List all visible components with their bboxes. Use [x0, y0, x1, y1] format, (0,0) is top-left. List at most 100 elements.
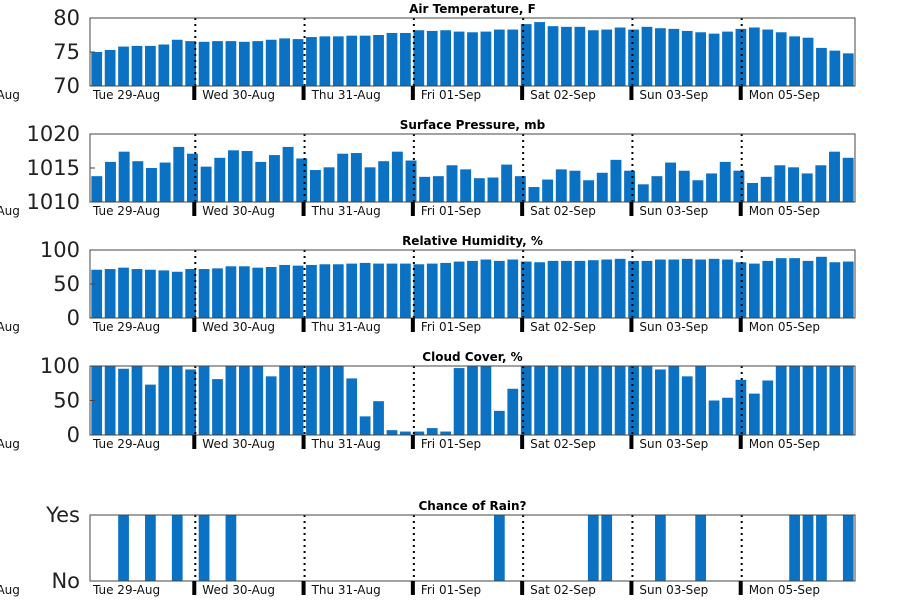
data-bar: [587, 366, 599, 435]
data-bar: [460, 169, 472, 202]
data-bar: [665, 162, 677, 202]
data-bar: [279, 366, 290, 435]
data-bar: [296, 158, 308, 202]
x-tick-label: Wed 30-Aug: [202, 583, 275, 597]
data-bar: [413, 264, 425, 318]
x-tick-label: Wed 30-Aug: [202, 437, 275, 451]
data-bar: [542, 179, 554, 202]
data-bar: [789, 366, 800, 435]
data-bar: [829, 262, 841, 318]
data-bar: [359, 416, 371, 435]
data-bar: [292, 366, 304, 435]
data-bar: [91, 269, 103, 318]
data-bar: [722, 31, 733, 87]
data-bar: [775, 258, 787, 318]
data-bar: [735, 28, 747, 87]
y-tick-label: 1020: [27, 122, 80, 146]
data-bar: [528, 187, 540, 202]
data-bar: [373, 263, 384, 318]
data-bar: [708, 400, 720, 435]
data-bar: [722, 259, 733, 318]
x-tick-label: Tue 29-Aug: [92, 437, 160, 451]
data-bar: [574, 366, 586, 435]
data-bar: [816, 366, 827, 435]
data-bar: [104, 366, 116, 435]
data-bar: [624, 170, 636, 202]
data-bar: [815, 165, 827, 202]
y-tick-label: 100: [40, 354, 80, 378]
x-tick-label: Mon 05-Sep: [749, 320, 820, 334]
x-tick-label: Wed 30-Aug: [202, 320, 275, 334]
x-tick-label: Wed 30-Aug: [202, 88, 275, 102]
data-bar: [453, 261, 465, 318]
data-bar: [131, 45, 143, 86]
data-bar: [252, 366, 264, 435]
data-bar: [118, 515, 129, 581]
x-tick-label: Tue 29-Aug: [92, 88, 160, 102]
x-tick-label: Thu 31-Aug: [311, 320, 381, 334]
data-bar: [555, 169, 567, 202]
data-bar: [802, 366, 814, 435]
data-bar: [185, 41, 197, 86]
data-bar: [695, 32, 707, 86]
data-bar: [748, 393, 760, 435]
data-bar: [695, 366, 707, 435]
data-bar: [453, 368, 465, 435]
data-bar: [265, 376, 277, 435]
data-bar: [655, 259, 666, 318]
data-bar: [547, 260, 559, 318]
data-bar: [173, 146, 185, 202]
data-bar: [255, 161, 267, 202]
data-bar: [655, 515, 666, 581]
data-bar: [432, 176, 444, 202]
data-bar: [158, 270, 170, 318]
data-bar: [159, 162, 171, 202]
data-bar: [601, 259, 613, 318]
data-bar: [596, 172, 608, 202]
data-bar: [534, 22, 545, 86]
data-bar: [655, 28, 666, 86]
data-bar: [706, 173, 718, 202]
data-bar: [185, 269, 197, 318]
data-bar: [842, 366, 854, 435]
x-tick-label: Fri 01-Sep: [421, 437, 481, 451]
data-bar: [400, 263, 411, 318]
data-bar: [337, 153, 349, 202]
data-bar: [733, 170, 745, 202]
x-tick-label: Mon 28-Aug: [0, 88, 20, 102]
data-bar: [405, 160, 417, 202]
data-bar: [507, 29, 519, 87]
data-bar: [775, 32, 787, 86]
x-tick-label: Mon 05-Sep: [749, 583, 820, 597]
data-bar: [268, 155, 280, 202]
data-bar: [561, 260, 572, 318]
x-tick-label: Tue 29-Aug: [92, 320, 160, 334]
data-bar: [802, 37, 814, 86]
data-bar: [547, 366, 559, 435]
data-bar: [158, 44, 170, 86]
data-bar: [816, 47, 827, 86]
data-bar: [91, 52, 103, 86]
data-bar: [238, 41, 250, 86]
data-bar: [655, 369, 666, 435]
data-bar: [668, 366, 680, 435]
data-bar: [185, 369, 197, 435]
data-bar: [569, 170, 581, 202]
data-bar: [198, 366, 210, 435]
data-bar: [212, 379, 223, 435]
data-bar: [493, 410, 505, 435]
data-bar: [801, 173, 813, 202]
x-tick-label: Sun 03-Sep: [639, 583, 708, 597]
x-tick-label: Thu 31-Aug: [311, 583, 381, 597]
x-tick-label: Thu 31-Aug: [311, 204, 381, 218]
data-bar: [391, 151, 403, 202]
x-tick-label: Mon 28-Aug: [0, 437, 20, 451]
data-bar: [628, 29, 639, 87]
data-bar: [145, 515, 156, 581]
data-bar: [105, 161, 116, 202]
data-bar: [131, 366, 143, 435]
data-bar: [306, 264, 317, 318]
data-bar: [668, 28, 680, 87]
data-bar: [561, 366, 572, 435]
data-bar: [692, 180, 704, 202]
